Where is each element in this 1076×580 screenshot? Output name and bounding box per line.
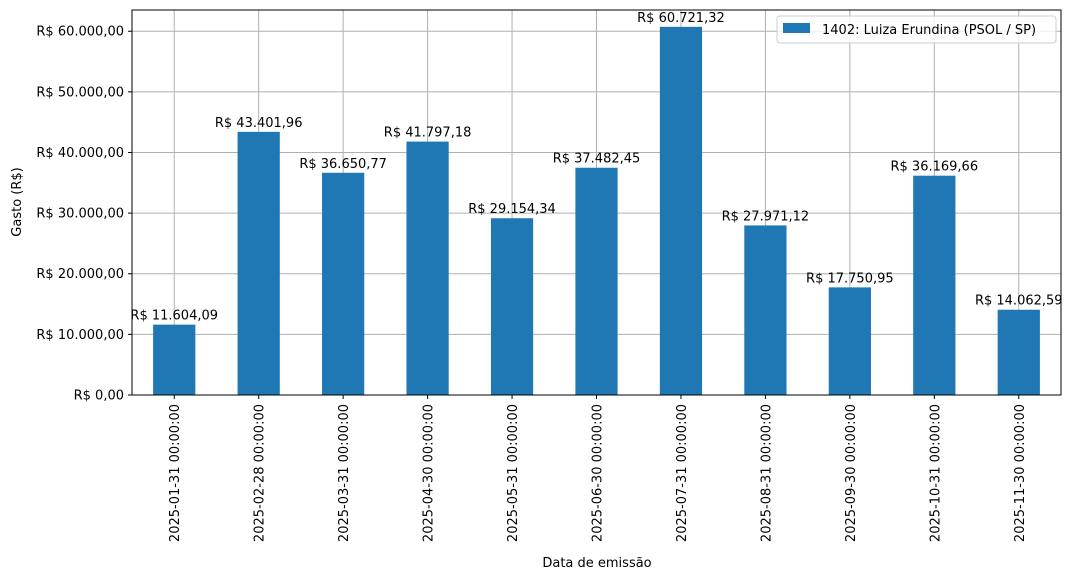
y-tick-label: R$ 50.000,00 — [36, 85, 124, 100]
bar-value-label: R$ 11.604,09 — [130, 309, 218, 324]
y-tick-label: R$ 40.000,00 — [36, 146, 124, 161]
bar-value-label: R$ 43.401,96 — [215, 116, 303, 131]
bar-value-labels: R$ 11.604,09 R$ 43.401,96 R$ 36.650,77 R$ 4… — [130, 11, 1062, 324]
x-tick-label: 2025-07-31 00:00:00 — [675, 404, 690, 542]
x-tick-label: 2025-01-31 00:00:00 — [168, 404, 183, 542]
x-tick-label: 2025-03-31 00:00:00 — [337, 404, 352, 542]
bar-value-label: R$ 60.721,32 — [637, 11, 725, 26]
y-axis-ticks: R$ 0,00 R$ 10.000,00 R$ 20.000,00 R$ 30.000… — [36, 25, 132, 404]
x-tick-label: 2025-08-31 00:00:00 — [759, 404, 774, 542]
y-tick-label: R$ 20.000,00 — [36, 267, 124, 282]
bar-value-label: R$ 41.797,18 — [384, 126, 472, 141]
y-tick-label: R$ 10.000,00 — [36, 328, 124, 343]
x-axis-label: Data de emissão — [542, 556, 651, 571]
y-axis-label: Gasto (R$) — [10, 167, 25, 236]
y-tick-label: R$ 60.000,00 — [36, 25, 124, 40]
bar — [744, 225, 787, 395]
bar-value-label: R$ 27.971,12 — [722, 209, 810, 224]
x-tick-label: 2025-04-30 00:00:00 — [422, 404, 437, 542]
legend: 1402: Luiza Erundina (PSOL / SP) — [776, 15, 1057, 44]
bar — [997, 309, 1040, 395]
x-tick-label: 2025-10-31 00:00:00 — [928, 404, 943, 542]
bar — [490, 218, 534, 395]
bar-value-label: R$ 37.482,45 — [553, 152, 641, 167]
legend-swatch — [783, 23, 810, 33]
bar — [575, 167, 618, 395]
legend-box — [776, 15, 1057, 44]
bar — [659, 26, 703, 396]
bar-value-label: R$ 29.154,34 — [468, 202, 556, 217]
bar — [153, 324, 196, 395]
x-tick-label: 2025-02-28 00:00:00 — [253, 404, 268, 542]
x-tick-label: 2025-09-30 00:00:00 — [844, 404, 859, 542]
bar — [237, 131, 280, 396]
bar-value-label: R$ 14.062,59 — [975, 294, 1063, 309]
bar — [828, 287, 871, 395]
bar — [406, 141, 449, 395]
bar — [913, 175, 956, 395]
y-tick-label: R$ 30.000,00 — [36, 207, 124, 222]
bar-value-label: R$ 36.650,77 — [299, 157, 387, 172]
y-tick-label: R$ 0,00 — [74, 389, 124, 404]
x-tick-label: 2025-05-31 00:00:00 — [506, 404, 521, 542]
x-tick-label: 2025-06-30 00:00:00 — [591, 404, 606, 542]
bar — [322, 172, 365, 395]
bars — [153, 26, 1040, 396]
bar-value-label: R$ 36.169,66 — [891, 160, 979, 175]
x-tick-label: 2025-11-30 00:00:00 — [1013, 404, 1028, 542]
bar-value-label: R$ 17.750,95 — [806, 271, 894, 286]
legend-label: 1402: Luiza Erundina (PSOL / SP) — [822, 23, 1036, 38]
x-axis-ticks: 2025-01-31 00:00:00 2025-02-28 00:00:00 20… — [168, 395, 1028, 542]
